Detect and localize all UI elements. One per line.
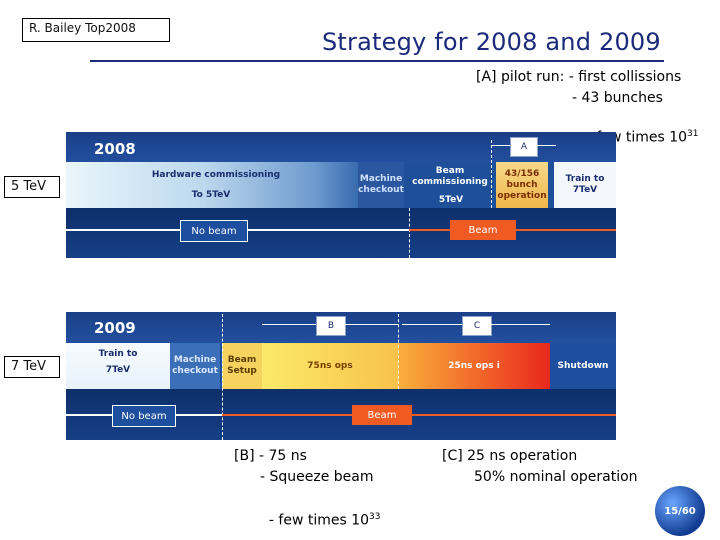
note-a-exponent: 31 <box>687 129 699 139</box>
shutdown-2009: Shutdown <box>557 360 609 371</box>
divider-2008 <box>409 208 410 258</box>
no-beam-label-2009: No beam <box>112 405 176 427</box>
author-box: R. Bailey Top2008 <box>22 18 170 42</box>
author-label: R. Bailey Top2008 <box>29 21 136 35</box>
machine-checkout-2009: Machine checkout <box>170 343 220 389</box>
energy-label-2009: 7 TeV <box>4 356 60 378</box>
year-2009: 2009 <box>94 319 136 337</box>
divider-b-2009 <box>222 314 223 440</box>
to-5tev: To 5TeV <box>191 189 231 200</box>
energy-label-2008: 5 TeV <box>4 176 60 198</box>
timeline-2009: 2009 B C Train to 7TeV Machine checkout … <box>66 312 616 440</box>
beam-label-2009: Beam <box>352 405 412 425</box>
arrow-c-left <box>402 324 462 325</box>
arrow-b-right <box>344 324 398 325</box>
note-c-line2: 50% nominal operation <box>474 469 638 485</box>
beam-setup-2009: Beam Setup <box>222 343 262 389</box>
train-to-label-2009: Train to <box>98 348 138 359</box>
beam-label-2008: Beam <box>450 220 516 240</box>
divider-c-2009 <box>398 314 399 389</box>
ops-25ns: 25ns ops i <box>398 343 550 389</box>
arrow-a-left <box>491 145 510 146</box>
beam-strip-2008 <box>66 208 616 258</box>
train-to-7tev-2008: Train to 7TeV <box>554 162 616 208</box>
year-2008: 2008 <box>94 140 136 158</box>
cern-logo: 15/60 <box>655 486 705 536</box>
divider-a-2008 <box>491 140 492 208</box>
train-to-value-2009: 7TeV <box>105 364 131 375</box>
arrow-b-left <box>262 324 316 325</box>
note-c-line1: [C] 25 ns operation <box>442 448 578 464</box>
note-a-line2: - 43 bunches <box>572 90 663 106</box>
timeline-2008: 2008 A Hardware commissioning To 5TeV Ma… <box>66 132 616 258</box>
beam-5tev-2008: 5TeV <box>438 194 464 205</box>
note-b-exponent: 33 <box>369 512 381 522</box>
note-b-line2: - Squeeze beam <box>260 469 374 485</box>
arrow-a-right <box>536 145 556 146</box>
tag-c: C <box>462 316 492 336</box>
note-b-text: - few times 10 <box>268 512 370 529</box>
train-to-2009 <box>66 343 170 389</box>
no-beam-label-2008: No beam <box>180 220 248 242</box>
tag-b: B <box>316 316 346 336</box>
note-b-line3: - few times 1033 <box>260 489 381 531</box>
beam-line-2009 <box>222 414 616 416</box>
bunch-operation: 43/156 bunch operation <box>496 162 548 208</box>
note-b-line1: [B] - 75 ns <box>234 448 307 464</box>
machine-checkout-2008: Machine checkout <box>358 162 404 208</box>
page-number: 15/60 <box>664 505 696 517</box>
beam-commissioning: Beam commissioning <box>412 166 488 187</box>
tag-a: A <box>510 137 538 157</box>
hw-commissioning: Hardware commissioning <box>151 169 281 180</box>
page-title: Strategy for 2008 and 2009 <box>322 28 661 56</box>
title-underline <box>90 60 664 62</box>
arrow-c-right <box>490 324 550 325</box>
ops-75ns: 75ns ops <box>262 343 398 389</box>
note-a-line1: [A] pilot run: - first collissions <box>476 69 682 85</box>
